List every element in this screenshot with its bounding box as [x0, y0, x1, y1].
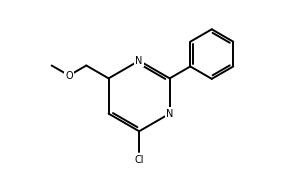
Text: O: O	[65, 70, 73, 80]
Text: Cl: Cl	[134, 155, 144, 165]
Text: N: N	[166, 109, 173, 119]
Text: N: N	[135, 56, 143, 66]
